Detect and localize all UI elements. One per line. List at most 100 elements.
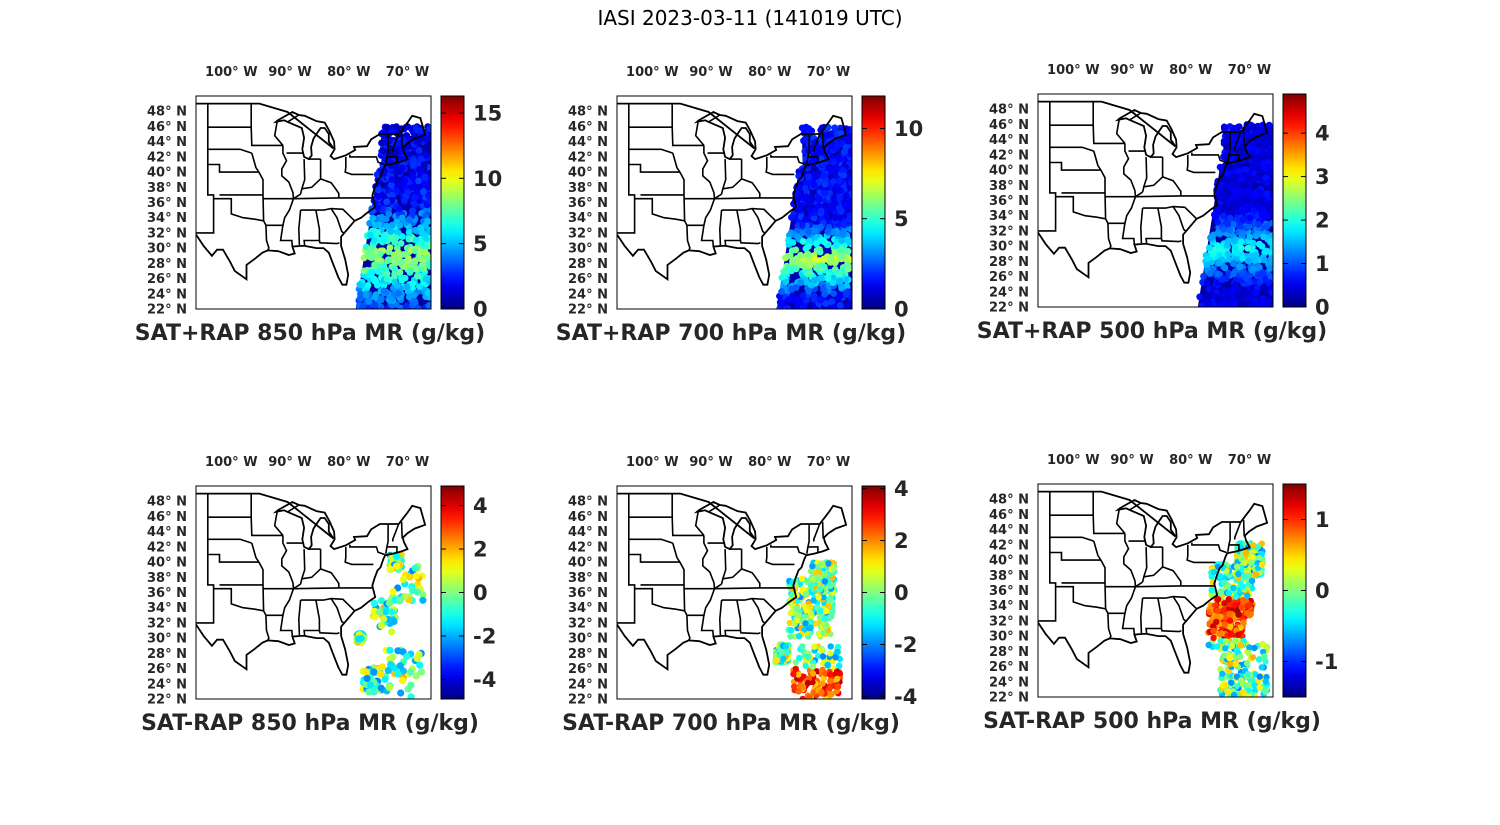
swath-point [1252,289,1260,297]
swath-point [398,214,406,222]
difference-point [386,646,394,654]
map-svg: 100° W 90° W 80° W 70° W 48° N46° N44° N42° … [989,63,1330,320]
difference-point [827,677,834,685]
state-boundary [300,207,356,222]
difference-point [1243,660,1251,667]
state-boundary [806,134,810,164]
swath-point [1263,247,1270,255]
difference-point [393,562,401,570]
state-boundary [1242,519,1245,537]
swath-point [842,289,850,297]
state-boundary [1227,132,1231,162]
latitude-tick-label: 22° N [568,693,608,708]
swath-point [1266,238,1273,245]
swath-point [393,281,401,289]
swath-point [375,186,382,194]
state-boundary [1228,154,1240,161]
difference-point [817,585,824,593]
latitude-tick-label: 38° N [989,569,1029,584]
swath-point [1229,287,1237,294]
colorbar-tick-label: 15 [473,102,502,126]
colorbar-tick-label: 4 [1315,122,1330,146]
colorbar-tick-label: 5 [473,232,488,256]
swath-point [806,206,814,213]
state-boundary [739,240,761,245]
difference-point [1218,638,1225,645]
swath-point [1239,254,1246,262]
swath-point [420,188,427,196]
state-boundary [330,208,345,234]
state-boundary [207,163,259,173]
latitude-tick-label: 48° N [147,105,187,120]
difference-point [394,670,402,678]
difference-point [384,667,392,675]
state-boundary [1142,595,1198,610]
difference-point [1205,641,1212,649]
difference-point [1231,660,1239,668]
swath-point [1234,293,1242,301]
difference-point [1258,561,1266,568]
difference-point [1258,664,1265,671]
swath-point [1242,166,1250,173]
longitude-tick-label: 80° W [327,65,370,80]
state-boundary [686,224,715,247]
latitude-tick-label: 44° N [147,525,187,540]
latitude-tick-label: 48° N [568,105,608,120]
colorbar-tick-label: 0 [1315,296,1330,320]
swath-point [1268,289,1273,297]
difference-point [825,560,832,567]
swath-point [789,257,796,265]
state-boundary [686,225,691,251]
difference-point [799,695,806,699]
swath-point [375,193,382,201]
latitude-tick-label: 42° N [989,148,1029,163]
difference-point [1226,654,1233,661]
swath-point [1244,125,1251,133]
figure-title: IASI 2023-03-11 (141019 UTC) [597,6,903,30]
latitude-tick-label: 28° N [989,645,1029,660]
difference-point [1217,573,1224,580]
swath-point [382,215,390,223]
difference-point [407,693,415,699]
state-boundary [1049,161,1101,171]
difference-point [1255,656,1263,663]
difference-point [1262,658,1269,665]
latitude-tick-label: 24° N [147,287,187,302]
state-boundary [400,131,403,149]
state-boundary [287,114,300,123]
latitude-tick-label: 26° N [147,662,187,677]
swath-point [1262,212,1269,220]
swath-point [830,194,837,202]
latitude-tick-label: 24° N [568,287,608,302]
swath-point [1226,123,1234,130]
difference-point [1230,691,1238,697]
swath-point [409,173,417,181]
swath-point [804,242,812,250]
state-boundary [741,178,761,198]
swath-point [1225,269,1233,277]
swath-point [396,221,404,229]
difference-point [820,593,827,601]
swath-point [839,253,847,261]
difference-point [1226,617,1234,624]
difference-point [1216,630,1224,638]
difference-point [380,615,388,623]
map-svg: 100° W 90° W 80° W 70° W 48° N46° N44° N42° … [568,455,917,709]
swath-point [804,250,812,258]
state-boundary [207,538,253,544]
swath-point [360,267,368,275]
swath-point [804,270,812,278]
difference-point [366,681,374,689]
swath-point [1242,197,1249,205]
state-boundary [196,103,215,234]
swath-point [830,178,837,185]
difference-point [1213,643,1221,650]
difference-point [1231,601,1238,609]
difference-point [836,662,843,669]
state-boundary [1038,491,1057,622]
latitude-tick-label: 30° N [568,242,608,257]
difference-point [819,561,826,568]
swath-point [367,231,374,239]
difference-point [815,652,822,660]
state-boundary [1129,502,1142,511]
